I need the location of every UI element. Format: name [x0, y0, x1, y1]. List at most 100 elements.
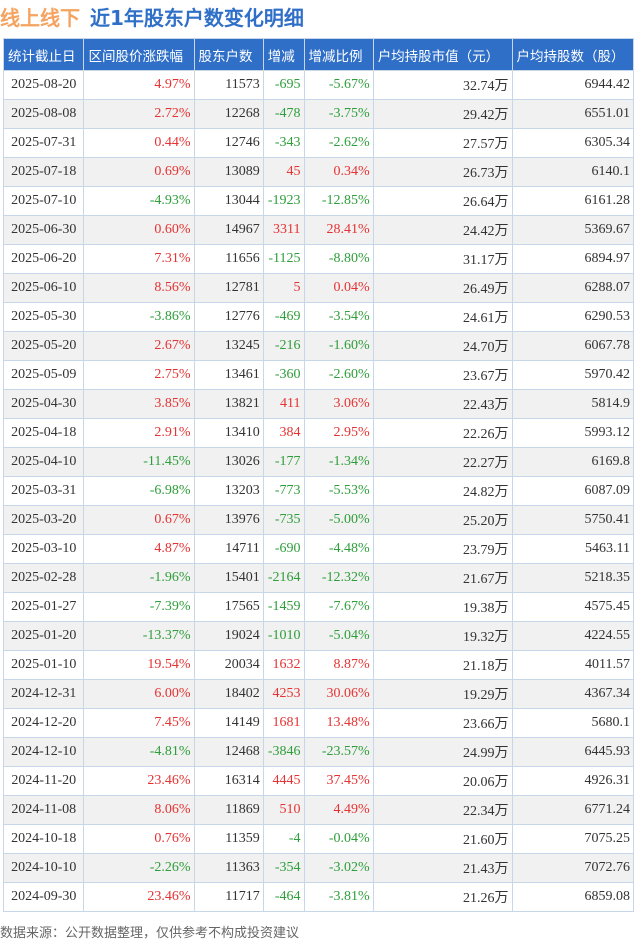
cell-change-pct: -2.62% [303, 128, 374, 158]
cell-change-pct: -3.02% [303, 853, 374, 883]
table-row: 2024-12-10 -4.81% 12468 -3846 -23.57% 24.99万 6… [2, 737, 634, 767]
cell-avg-shares: 7072.76 [511, 853, 634, 883]
cell-change: -464 [262, 882, 305, 912]
table-row: 2025-03-10 4.87% 14711 -690 -4.48% 23.79万 5463… [2, 534, 634, 564]
cell-change-pct: -5.04% [303, 621, 374, 651]
cell-holders: 11717 [193, 882, 264, 912]
cell-avg-value: 20.06万 [372, 766, 513, 796]
cell-avg-shares: 5970.42 [511, 360, 634, 390]
cell-price-change: 4.87% [83, 534, 195, 564]
brand-name: 线上线下 [0, 6, 80, 30]
cell-change-pct: -23.57% [303, 737, 374, 767]
cell-change: -1125 [262, 244, 305, 274]
col-avg-shares: 户均持股数（股） [511, 38, 634, 71]
cell-change-pct: 0.34% [303, 157, 374, 187]
cell-avg-shares: 6288.07 [511, 273, 634, 303]
table-row: 2024-10-10 -2.26% 11363 -354 -3.02% 21.43万 707… [2, 853, 634, 883]
cell-change-pct: -3.54% [303, 302, 374, 332]
cell-avg-shares: 6305.34 [511, 128, 634, 158]
cell-avg-shares: 5369.67 [511, 215, 634, 245]
cell-avg-shares: 6087.09 [511, 476, 634, 506]
shareholder-table: 统计截止日 区间股价涨跌幅 股东户数 增减 增减比例 户均持股市值（元） 户均持… [2, 38, 634, 912]
cell-avg-value: 19.29万 [372, 679, 513, 709]
cell-change-pct: -3.75% [303, 99, 374, 129]
cell-change-pct: -8.80% [303, 244, 374, 274]
cell-change: -4 [262, 824, 305, 854]
cell-change: -773 [262, 476, 305, 506]
table-row: 2025-07-31 0.44% 12746 -343 -2.62% 27.57万 6305… [2, 128, 634, 158]
cell-price-change: 2.67% [83, 331, 195, 361]
cell-avg-shares: 6290.53 [511, 302, 634, 332]
table-row: 2025-06-20 7.31% 11656 -1125 -8.80% 31.17万 689… [2, 244, 634, 274]
cell-change: -354 [262, 853, 305, 883]
col-change: 增减 [262, 38, 305, 71]
cell-avg-value: 19.38万 [372, 592, 513, 622]
cell-change-pct: -1.34% [303, 447, 374, 477]
table-row: 2025-03-31 -6.98% 13203 -773 -5.53% 24.82万 608… [2, 476, 634, 506]
cell-holders: 12776 [193, 302, 264, 332]
header-row: 统计截止日 区间股价涨跌幅 股东户数 增减 增减比例 户均持股市值（元） 户均持… [2, 38, 634, 71]
cell-price-change: -4.93% [83, 186, 195, 216]
cell-date: 2025-06-30 [2, 215, 85, 245]
cell-change-pct: 37.45% [303, 766, 374, 796]
cell-price-change: 0.69% [83, 157, 195, 187]
cell-holders: 19024 [193, 621, 264, 651]
cell-price-change: 7.45% [83, 708, 195, 738]
cell-avg-value: 21.43万 [372, 853, 513, 883]
cell-date: 2024-11-20 [2, 766, 85, 796]
cell-date: 2025-01-10 [2, 650, 85, 680]
cell-holders: 12781 [193, 273, 264, 303]
cell-avg-value: 22.26万 [372, 418, 513, 448]
cell-holders: 13821 [193, 389, 264, 419]
cell-change: -735 [262, 505, 305, 535]
cell-price-change: 8.56% [83, 273, 195, 303]
table-row: 2025-04-30 3.85% 13821 411 3.06% 22.43万 5814.9 [2, 389, 634, 419]
cell-date: 2025-05-20 [2, 331, 85, 361]
cell-avg-shares: 4575.45 [511, 592, 634, 622]
cell-date: 2025-01-20 [2, 621, 85, 651]
cell-price-change: 2.75% [83, 360, 195, 390]
cell-change: -1010 [262, 621, 305, 651]
cell-price-change: -1.96% [83, 563, 195, 593]
cell-change: -690 [262, 534, 305, 564]
table-row: 2024-12-31 6.00% 18402 4253 30.06% 19.29万 4367… [2, 679, 634, 709]
cell-change-pct: 3.06% [303, 389, 374, 419]
cell-holders: 14967 [193, 215, 264, 245]
cell-avg-shares: 6894.97 [511, 244, 634, 274]
cell-avg-value: 21.26万 [372, 882, 513, 912]
cell-change: -478 [262, 99, 305, 129]
cell-avg-shares: 5218.35 [511, 563, 634, 593]
cell-holders: 12468 [193, 737, 264, 767]
cell-price-change: 23.46% [83, 882, 195, 912]
cell-change: -216 [262, 331, 305, 361]
cell-holders: 11869 [193, 795, 264, 825]
cell-date: 2025-06-20 [2, 244, 85, 274]
cell-date: 2024-11-08 [2, 795, 85, 825]
cell-price-change: 2.91% [83, 418, 195, 448]
cell-date: 2025-08-20 [2, 70, 85, 100]
cell-avg-shares: 6944.42 [511, 70, 634, 100]
table-row: 2025-08-08 2.72% 12268 -478 -3.75% 29.42万 6551… [2, 99, 634, 129]
cell-holders: 13026 [193, 447, 264, 477]
cell-change: -343 [262, 128, 305, 158]
cell-price-change: -7.39% [83, 592, 195, 622]
page-title: 线上线下 近1年股东户数变化明细 [0, 2, 304, 31]
cell-date: 2025-06-10 [2, 273, 85, 303]
cell-date: 2024-12-10 [2, 737, 85, 767]
cell-change-pct: 4.49% [303, 795, 374, 825]
cell-change: -695 [262, 70, 305, 100]
table-row: 2025-03-20 0.67% 13976 -735 -5.00% 25.20万 5750… [2, 505, 634, 535]
cell-change-pct: -2.60% [303, 360, 374, 390]
cell-holders: 11359 [193, 824, 264, 854]
cell-change-pct: 28.41% [303, 215, 374, 245]
cell-holders: 13203 [193, 476, 264, 506]
cell-avg-shares: 6445.93 [511, 737, 634, 767]
cell-avg-value: 24.42万 [372, 215, 513, 245]
cell-change-pct: 8.87% [303, 650, 374, 680]
cell-avg-shares: 5993.12 [511, 418, 634, 448]
cell-avg-shares: 4367.34 [511, 679, 634, 709]
cell-holders: 11573 [193, 70, 264, 100]
cell-change: 411 [262, 389, 305, 419]
cell-price-change: 2.72% [83, 99, 195, 129]
table-row: 2024-11-20 23.46% 16314 4445 37.45% 20.06万 492… [2, 766, 634, 796]
